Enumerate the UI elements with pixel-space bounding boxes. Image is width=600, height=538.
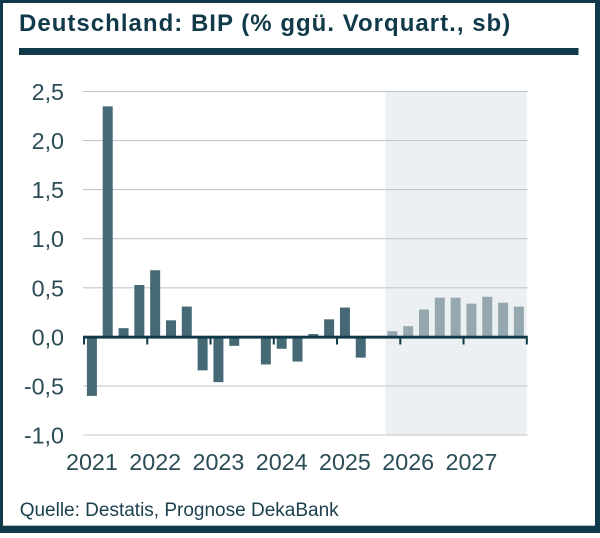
svg-text:2021: 2021: [66, 449, 118, 475]
svg-text:0,5: 0,5: [32, 275, 64, 301]
svg-text:2027: 2027: [445, 449, 497, 475]
svg-text:2026: 2026: [382, 449, 434, 475]
svg-text:1,5: 1,5: [32, 177, 64, 203]
svg-text:2,5: 2,5: [32, 79, 64, 105]
svg-text:-1,0: -1,0: [24, 423, 64, 449]
svg-text:1,0: 1,0: [32, 226, 64, 252]
svg-text:2025: 2025: [319, 449, 371, 475]
svg-text:-0,5: -0,5: [24, 373, 64, 399]
svg-text:2022: 2022: [129, 449, 181, 475]
svg-text:Deutschland: BIP (% ggü. Vorqu: Deutschland: BIP (% ggü. Vorquart., sb): [19, 10, 511, 37]
svg-text:Quelle: Destatis, Prognose Dek: Quelle: Destatis, Prognose DekaBank: [20, 500, 339, 521]
svg-text:2,0: 2,0: [32, 128, 64, 154]
svg-text:2024: 2024: [256, 449, 308, 475]
svg-text:0,0: 0,0: [32, 324, 64, 350]
svg-text:2023: 2023: [192, 449, 244, 475]
